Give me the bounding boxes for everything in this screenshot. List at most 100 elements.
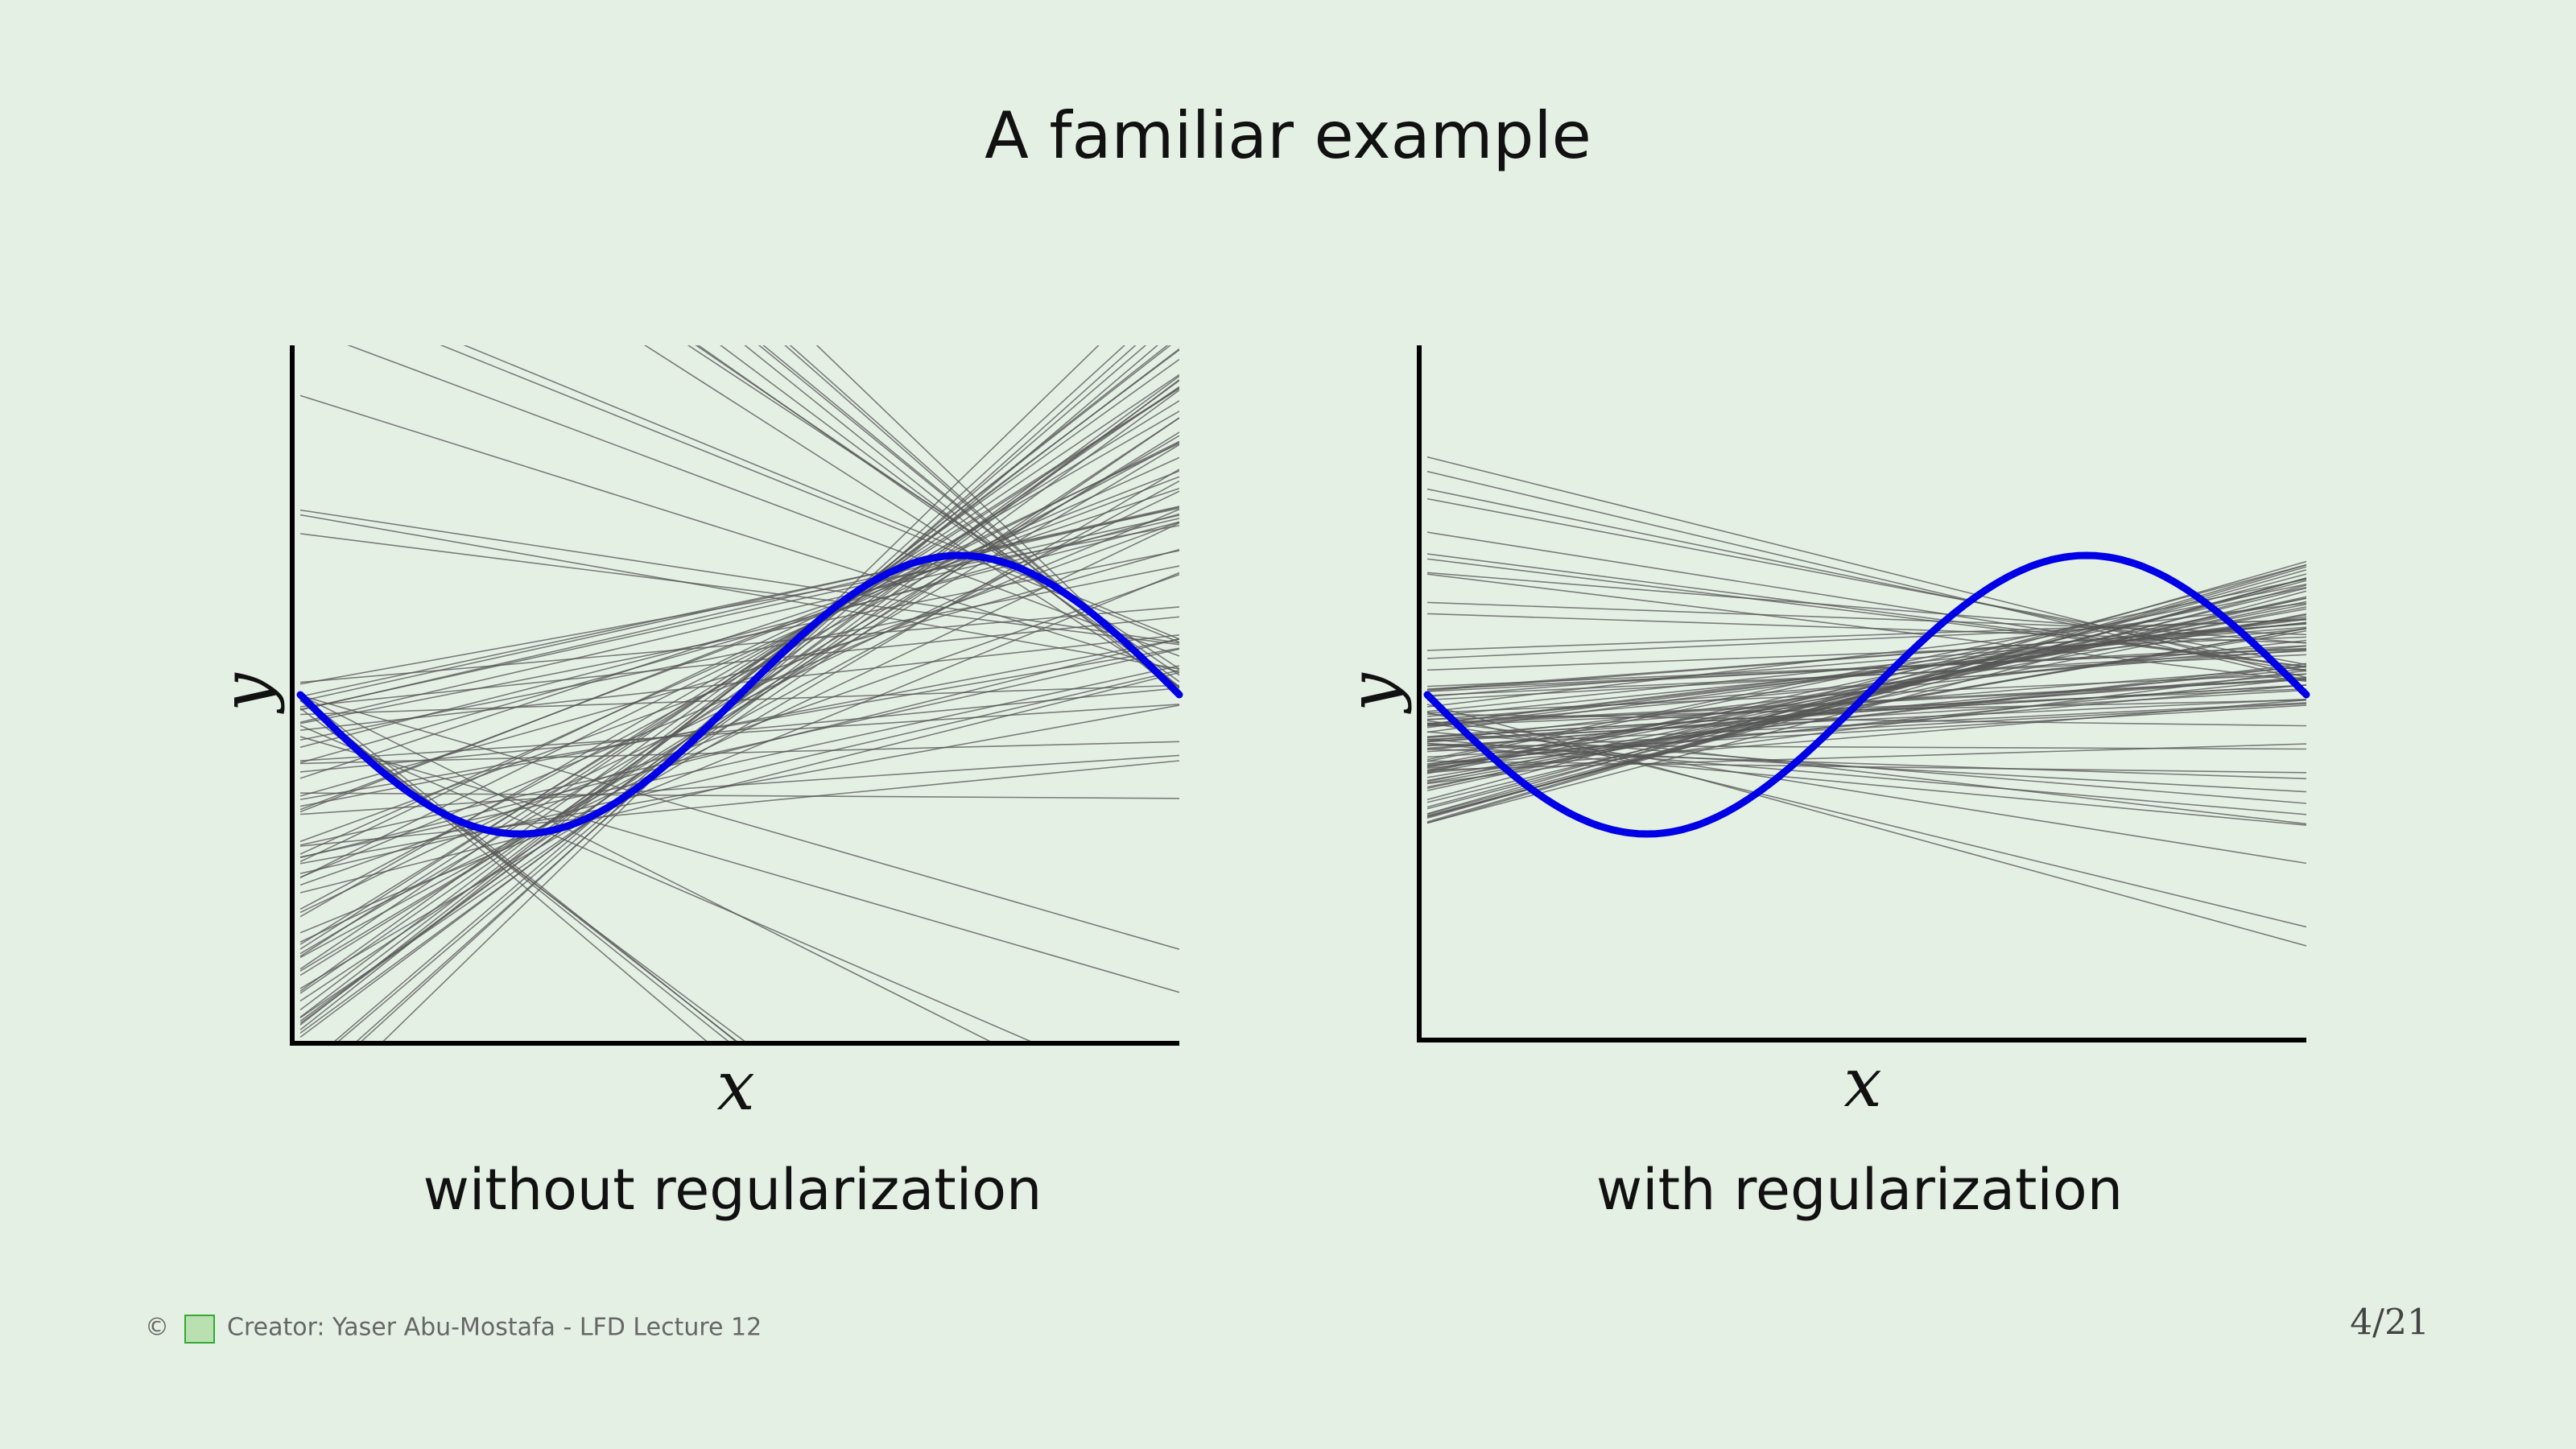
hypothesis-line (299, 514, 1179, 711)
y-axis-label: y (1334, 672, 1413, 715)
copyright-symbol: © (145, 1314, 169, 1342)
hypothesis-line (1426, 628, 2306, 782)
hypothesis-line (299, 606, 1179, 683)
hypothesis-line (1426, 531, 2306, 672)
hypothesis-line (1426, 617, 2306, 725)
hypothesis-line (299, 792, 1179, 799)
hypothesis-line (1426, 602, 2306, 708)
hypothesis-line (299, 476, 1179, 811)
hypothesis-line (1426, 743, 2306, 771)
hypothesis-line (1426, 564, 2306, 801)
y-axis-label: y (207, 672, 286, 715)
hypothesis-line (299, 378, 1179, 1038)
hypothesis-lines (1426, 456, 2306, 947)
panel-caption: with regularization (1596, 1157, 2123, 1223)
hypothesis-line (299, 431, 1179, 976)
hypothesis-line (719, 345, 1179, 689)
hypothesis-line (299, 490, 1179, 914)
hypothesis-line (299, 647, 1179, 801)
hypothesis-line (299, 506, 1179, 711)
hypothesis-line (1426, 654, 2306, 696)
x-axis-label: x (1843, 1043, 1881, 1122)
hypothesis-line (299, 411, 1179, 918)
page-number: 4/21 (2350, 1302, 2429, 1344)
hypothesis-line (1426, 748, 2306, 780)
hypothesis-line (299, 754, 1179, 815)
hypothesis-line (299, 387, 1179, 950)
panel-caption: without regularization (423, 1157, 1042, 1223)
hypothesis-line (299, 669, 1179, 874)
hypothesis-line (347, 345, 1179, 657)
axes (1417, 345, 2306, 1042)
hypothesis-line (299, 518, 1179, 724)
slide-title: A familiar example (985, 98, 1591, 173)
hypothesis-line (299, 440, 1179, 879)
hypothesis-line (789, 345, 1179, 693)
panels: y x without regularization y x with regulariz… (207, 345, 2310, 1223)
hypothesis-line (1426, 470, 2306, 681)
target-curve (1423, 551, 2310, 838)
hypothesis-line (299, 441, 1179, 910)
hypothesis-line (299, 736, 1179, 993)
hypothesis-line (1426, 578, 2306, 761)
hypothesis-line (1426, 676, 2306, 743)
hypothesis-line (299, 480, 1179, 959)
hypothesis-line (299, 389, 1179, 1034)
hypothesis-line (1426, 665, 2306, 766)
hypothesis-line (1426, 760, 2306, 774)
panel: y x with regularization (1334, 345, 2310, 1223)
hypothesis-line (1426, 619, 2306, 651)
axes (290, 345, 1179, 1046)
hypothesis-line (1426, 673, 2306, 749)
hypothesis-line (299, 506, 1179, 702)
panel: y x without regularization (207, 345, 1183, 1223)
hypothesis-line (815, 345, 1179, 695)
hypothesis-line (1426, 636, 2306, 671)
x-axis-label: x (716, 1046, 754, 1125)
hypothesis-line (784, 345, 1179, 693)
hypothesis-line (299, 513, 1179, 764)
hypothesis-line (299, 394, 1179, 673)
hypothesis-line (299, 456, 1179, 855)
logo (184, 1315, 215, 1344)
hypothesis-line (1426, 679, 2306, 726)
hypothesis-line (299, 638, 1179, 859)
hypothesis-line (1426, 608, 2306, 766)
hypothesis-line (1426, 720, 2306, 825)
hypothesis-line (335, 345, 1159, 1043)
hypothesis-line (299, 533, 1179, 646)
hypothesis-line (758, 345, 1179, 687)
hypothesis-line (1426, 558, 2306, 668)
target-curve (296, 551, 1183, 838)
hypothesis-line (1426, 712, 2306, 928)
hypothesis-line (299, 417, 1179, 1002)
hypothesis-line (440, 345, 1179, 643)
hypothesis-line (299, 417, 1179, 1018)
hypothesis-line (1426, 488, 2306, 671)
hypothesis-line (1426, 618, 2306, 729)
hypothesis-line (1426, 722, 2306, 865)
hypothesis-line (299, 348, 1179, 1018)
hypothesis-line (299, 387, 1179, 957)
footer-credit: Creator: Yaser Abu-Mostafa - LFD Lecture… (227, 1314, 762, 1342)
hypothesis-line (1426, 704, 2306, 758)
hypothesis-line (299, 488, 1179, 779)
hypothesis-line (1426, 698, 2306, 741)
hypothesis-line (1426, 670, 2306, 785)
hypothesis-line (299, 514, 1179, 670)
hypothesis-line (299, 695, 1179, 951)
hypothesis-line (762, 345, 1179, 688)
hypothesis-line (299, 687, 1179, 773)
hypothesis-line (299, 648, 1179, 846)
hypothesis-line (1426, 573, 2306, 683)
hypothesis-line (299, 522, 1179, 943)
hypothesis-line (299, 665, 1179, 858)
hypothesis-line (1426, 704, 2306, 947)
hypothesis-line (299, 638, 1179, 807)
hypothesis-line (1426, 456, 2306, 679)
hypothesis-line (299, 443, 1179, 863)
hypothesis-line (299, 509, 1179, 644)
hypothesis-line (299, 507, 1179, 698)
hypothesis-lines (299, 345, 1179, 1043)
